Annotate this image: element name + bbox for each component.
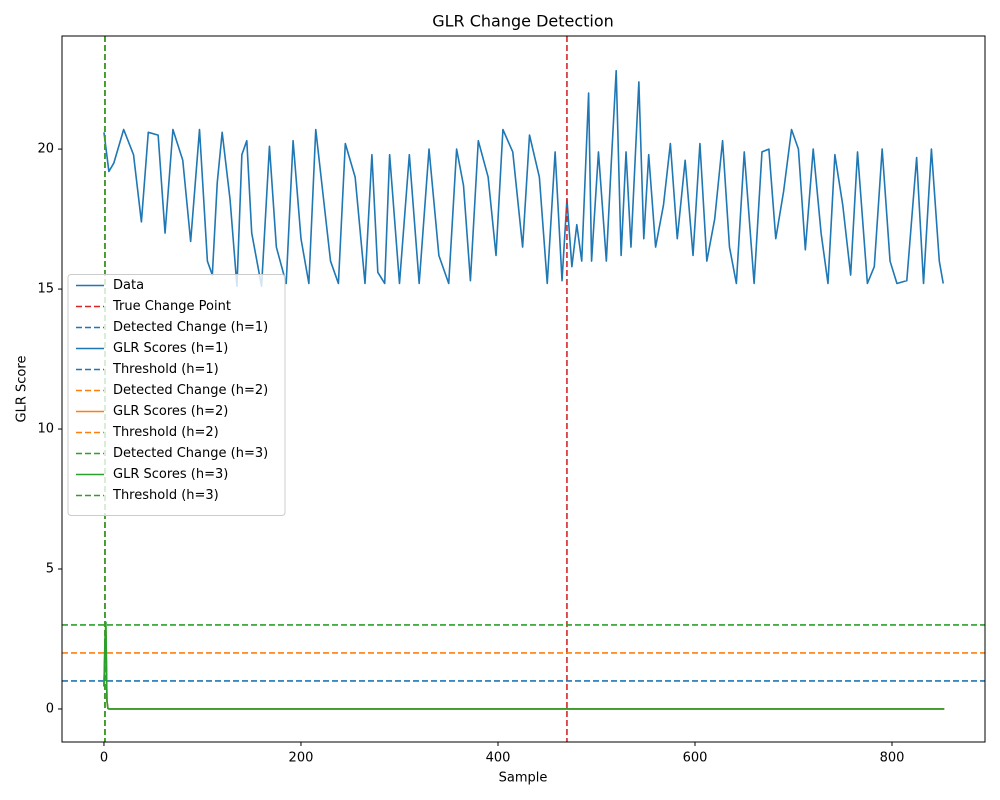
x-axis-label: Sample [499,771,548,786]
legend-label: Data [113,278,144,293]
y-axis-label: GLR Score [15,356,30,423]
y-tick-label: 0 [46,701,54,716]
y-tick-label: 10 [37,422,54,437]
legend-label: Detected Change (h=2) [113,383,268,398]
x-tick-label: 400 [486,751,511,766]
data-line [103,635,945,710]
chart-title: GLR Change Detection [432,12,614,31]
legend-label: Detected Change (h=1) [113,320,268,335]
legend-label: True Change Point [112,299,231,314]
legend-label: Threshold (h=1) [112,362,219,377]
x-tick-label: 800 [880,751,905,766]
y-tick-label: 15 [37,282,54,297]
legend-label: GLR Scores (h=3) [113,467,228,482]
legend-label: GLR Scores (h=2) [113,404,228,419]
legend-box [67,274,286,516]
data-line [103,69,945,288]
legend-label: Detected Change (h=3) [113,446,268,461]
data-line [103,629,945,710]
data-line [103,621,945,710]
legend-label: GLR Scores (h=1) [113,341,228,356]
legend-label: Threshold (h=3) [112,488,219,503]
y-tick-label: 20 [37,142,54,157]
x-tick-label: 200 [289,751,314,766]
legend: Data True Change Point Detected Change (h=… [67,274,286,516]
x-tick-label: 600 [683,751,708,766]
axes-frame [61,35,986,743]
x-tick-label: 0 [100,751,108,766]
y-tick-label: 5 [46,561,54,576]
legend-label: Threshold (h=2) [112,425,219,440]
